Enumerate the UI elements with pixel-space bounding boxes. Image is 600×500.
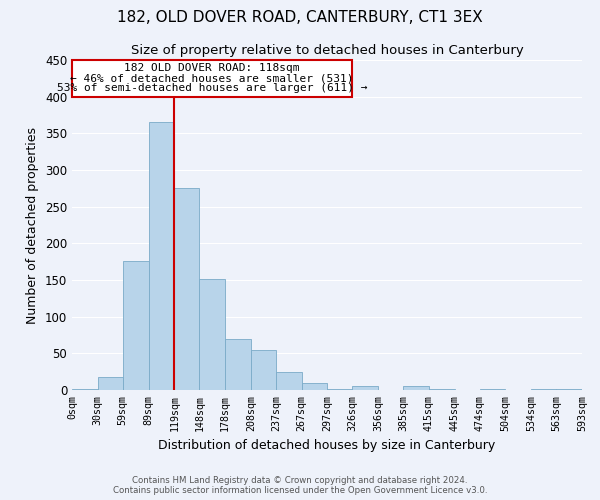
X-axis label: Distribution of detached houses by size in Canterbury: Distribution of detached houses by size … [158, 439, 496, 452]
Bar [225, 338, 251, 390]
Text: 182 OLD DOVER ROAD: 118sqm: 182 OLD DOVER ROAD: 118sqm [124, 63, 299, 73]
Bar [276, 372, 302, 390]
Bar [199, 280, 225, 390]
Text: ← 46% of detached houses are smaller (531): ← 46% of detached houses are smaller (53… [70, 73, 353, 83]
Text: 182, OLD DOVER ROAD, CANTERBURY, CT1 3EX: 182, OLD DOVER ROAD, CANTERBURY, CT1 3EX [117, 10, 483, 25]
Bar [302, 384, 328, 390]
Text: Contains HM Land Registry data © Crown copyright and database right 2024.
Contai: Contains HM Land Registry data © Crown c… [113, 476, 487, 495]
Bar [251, 350, 276, 390]
FancyBboxPatch shape [72, 60, 352, 96]
Bar [123, 261, 149, 390]
Bar [352, 386, 378, 390]
Y-axis label: Number of detached properties: Number of detached properties [26, 126, 40, 324]
Title: Size of property relative to detached houses in Canterbury: Size of property relative to detached ho… [131, 44, 523, 58]
Bar [149, 122, 175, 390]
Bar [98, 377, 123, 390]
Text: 53% of semi-detached houses are larger (611) →: 53% of semi-detached houses are larger (… [56, 84, 367, 94]
Bar [403, 386, 429, 390]
Bar [72, 388, 98, 390]
Bar [175, 188, 199, 390]
